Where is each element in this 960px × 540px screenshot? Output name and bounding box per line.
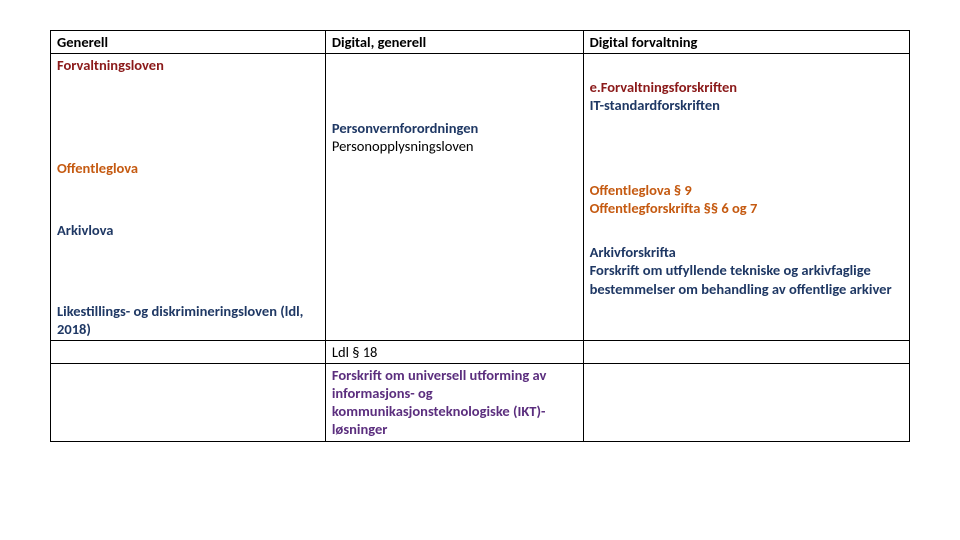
cell-forskrift-uu-ikt: Forskrift om universell utforming av inf… — [332, 366, 546, 438]
cell-personopplysningsloven: Personopplysningsloven — [332, 137, 577, 155]
cell-personvernforordningen: Personvernforordningen — [332, 119, 577, 137]
cell-arkivlova: Arkivlova — [57, 221, 113, 239]
cell-eforvaltningsforskriften: e.Forvaltningsforskriften — [590, 78, 903, 96]
cell-likestillingsloven: Likestillings- og diskrimineringsloven (… — [57, 302, 303, 338]
cell-arkivforskrifta: Arkivforskrifta — [590, 243, 903, 261]
cell-offentleglova-par9: Offentleglova § 9 — [590, 181, 903, 199]
table-row: Arkivlova — [51, 219, 910, 241]
cell-ldl-par18: Ldl § 18 — [332, 343, 378, 361]
table-row: Personvernforordningen Personopplysnings… — [51, 117, 910, 157]
table-row: Ldl § 18 — [51, 340, 910, 363]
col-header-generell: Generell — [51, 31, 326, 54]
table-row: Forvaltningsloven — [51, 54, 910, 77]
cell-it-standardforskriften: IT-standardforskriften — [590, 96, 903, 114]
cell-forvaltningsloven: Forvaltningsloven — [57, 56, 164, 74]
table-row: Arkivforskrifta Forskrift om utfyllende … — [51, 241, 910, 299]
table-row: Likestillings- og diskrimineringsloven (… — [51, 300, 910, 341]
header-row: Generell Digital, generell Digital forva… — [51, 31, 910, 54]
table-row: Offentleglova — [51, 157, 910, 179]
cell-offentleglova: Offentleglova — [57, 159, 138, 177]
table-row: e.Forvaltningsforskriften IT-standardfor… — [51, 76, 910, 116]
cell-offentlegforskrifta: Offentlegforskrifta §§ 6 og 7 — [590, 199, 903, 217]
col-header-digital-generell: Digital, generell — [325, 31, 583, 54]
cell-forskrift-arkiver: Forskrift om utfyllende tekniske og arki… — [590, 261, 903, 297]
table-row: Forskrift om universell utforming av inf… — [51, 364, 910, 442]
col-header-digital-forvaltning: Digital forvaltning — [583, 31, 909, 54]
law-overview-table: Generell Digital, generell Digital forva… — [50, 30, 910, 442]
table-row: Offentleglova § 9 Offentlegforskrifta §§… — [51, 179, 910, 219]
